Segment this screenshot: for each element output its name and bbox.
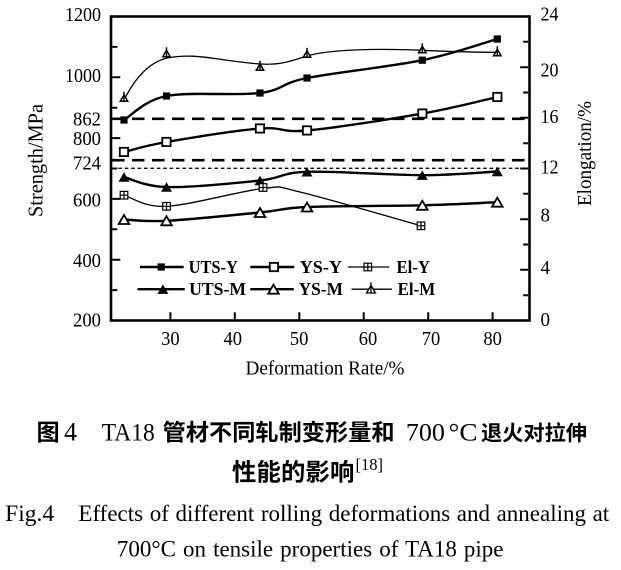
svg-text:Strength/MPa: Strength/MPa — [24, 103, 48, 217]
svg-text:°C: °C — [449, 418, 478, 447]
svg-text:200: 200 — [73, 310, 101, 332]
svg-text:40: 40 — [224, 328, 243, 350]
svg-text:700°C on tensile properties of: 700°C on tensile properties of TA18 pipe — [117, 537, 504, 562]
svg-text:[18]: [18] — [356, 455, 384, 474]
svg-text:TA18: TA18 — [102, 418, 155, 447]
svg-text:El-M: El-M — [398, 279, 436, 299]
svg-text:24: 24 — [541, 4, 559, 26]
svg-text:30: 30 — [161, 328, 180, 350]
svg-text:80: 80 — [483, 328, 502, 350]
svg-text:UTS-Y: UTS-Y — [189, 257, 239, 277]
svg-text:4: 4 — [64, 418, 77, 447]
svg-text:YS-M: YS-M — [299, 279, 344, 299]
svg-text:Effects of different rolling d: Effects of different rolling deformation… — [78, 501, 609, 526]
svg-text:4: 4 — [541, 257, 551, 279]
svg-text:70: 70 — [422, 328, 441, 350]
svg-text:Elongation/%: Elongation/% — [574, 101, 596, 206]
svg-text:400: 400 — [73, 250, 101, 272]
svg-text:50: 50 — [290, 328, 309, 350]
svg-text:16: 16 — [541, 106, 559, 128]
svg-text:1200: 1200 — [65, 4, 101, 26]
svg-text:UTS-M: UTS-M — [189, 279, 246, 299]
svg-text:0: 0 — [541, 309, 551, 331]
svg-text:862: 862 — [73, 109, 101, 131]
svg-text:Deformation Rate/%: Deformation Rate/% — [246, 358, 405, 380]
svg-text:800: 800 — [73, 128, 101, 150]
svg-text:12: 12 — [541, 157, 559, 179]
svg-text:600: 600 — [73, 190, 101, 212]
svg-text:YS-Y: YS-Y — [300, 257, 343, 277]
svg-text:Fig.4: Fig.4 — [5, 501, 55, 526]
svg-text:700: 700 — [406, 418, 445, 447]
svg-text:El-Y: El-Y — [397, 257, 431, 277]
svg-text:8: 8 — [541, 205, 551, 227]
svg-text:724: 724 — [73, 153, 101, 175]
svg-text:20: 20 — [541, 60, 559, 82]
svg-text:1000: 1000 — [65, 65, 101, 87]
svg-text:60: 60 — [359, 328, 378, 350]
